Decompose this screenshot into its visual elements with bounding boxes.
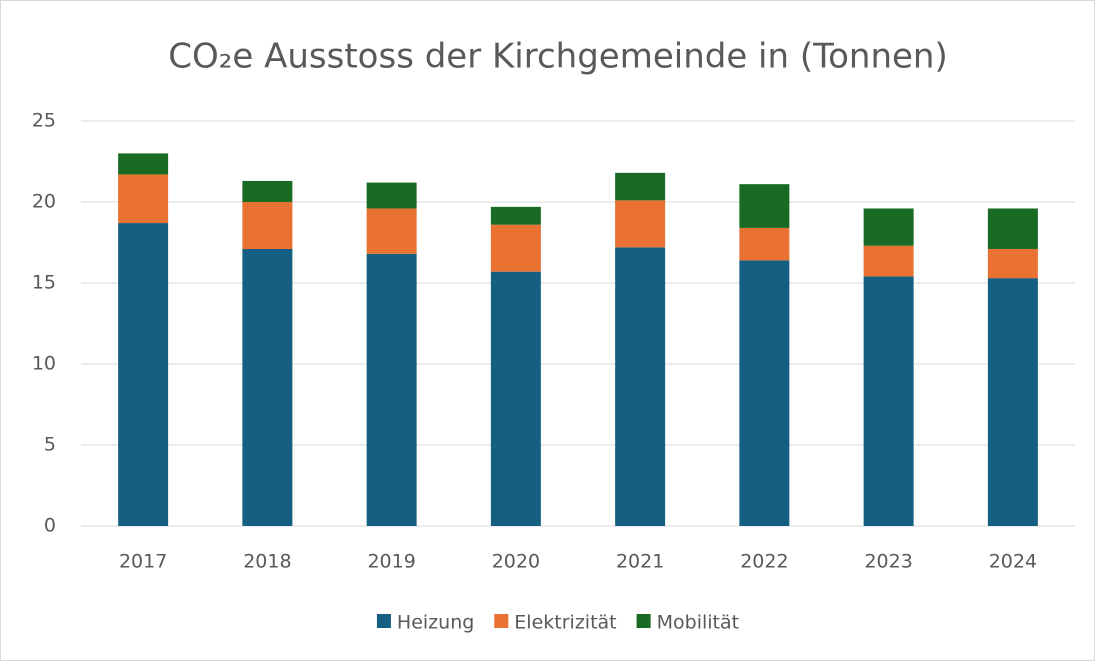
y-tick-label: 15: [32, 272, 56, 294]
legend-label: Heizung: [397, 612, 474, 634]
bar-segment: [987, 278, 1038, 526]
y-tick-label: 20: [32, 191, 56, 213]
y-tick-label: 5: [44, 434, 56, 456]
x-tick-label: 2019: [367, 551, 415, 573]
bar-segment: [242, 202, 293, 249]
y-tick-label: 25: [32, 110, 56, 132]
bar-segment: [118, 153, 169, 175]
bar-segment: [490, 224, 541, 272]
bar-segment: [987, 208, 1038, 249]
bar-segment: [739, 184, 790, 228]
bar-segment: [615, 247, 666, 527]
bar-segment: [118, 174, 169, 224]
x-tick-label: 2018: [243, 551, 291, 573]
x-tick-label: 2017: [119, 551, 167, 573]
y-tick-label: 10: [32, 353, 56, 375]
bar-segment: [615, 172, 666, 201]
bar-segment: [863, 276, 914, 526]
bar-segment: [739, 227, 790, 261]
bar-segment: [118, 223, 169, 526]
bar-segment: [366, 182, 417, 209]
y-tick-label: 0: [44, 515, 56, 537]
x-tick-label: 2024: [989, 551, 1037, 573]
legend-swatch: [376, 614, 391, 628]
bar-segment: [863, 245, 914, 277]
legend-label: Elektrizität: [514, 612, 616, 634]
legend-swatch: [636, 614, 651, 628]
x-tick-label: 2022: [740, 551, 788, 573]
x-tick-label: 2023: [864, 551, 912, 573]
bar-segment: [366, 208, 417, 254]
legend-label: Mobilität: [657, 612, 739, 634]
legend-swatch: [494, 614, 509, 628]
x-tick-label: 2021: [616, 551, 664, 573]
bar-segment: [987, 248, 1038, 279]
x-tick-label: 2020: [492, 551, 540, 573]
bar-segment: [490, 271, 541, 526]
bar-segment: [242, 180, 293, 202]
bar-segment: [490, 206, 541, 225]
bar-segment: [615, 200, 666, 248]
chart-title: CO₂e Ausstoss der Kirchgemeinde in (Tonn…: [168, 37, 948, 77]
bar-segment: [739, 260, 790, 526]
bar-segment: [863, 208, 914, 246]
bar-segment: [242, 248, 293, 527]
bar-segment: [366, 253, 417, 526]
